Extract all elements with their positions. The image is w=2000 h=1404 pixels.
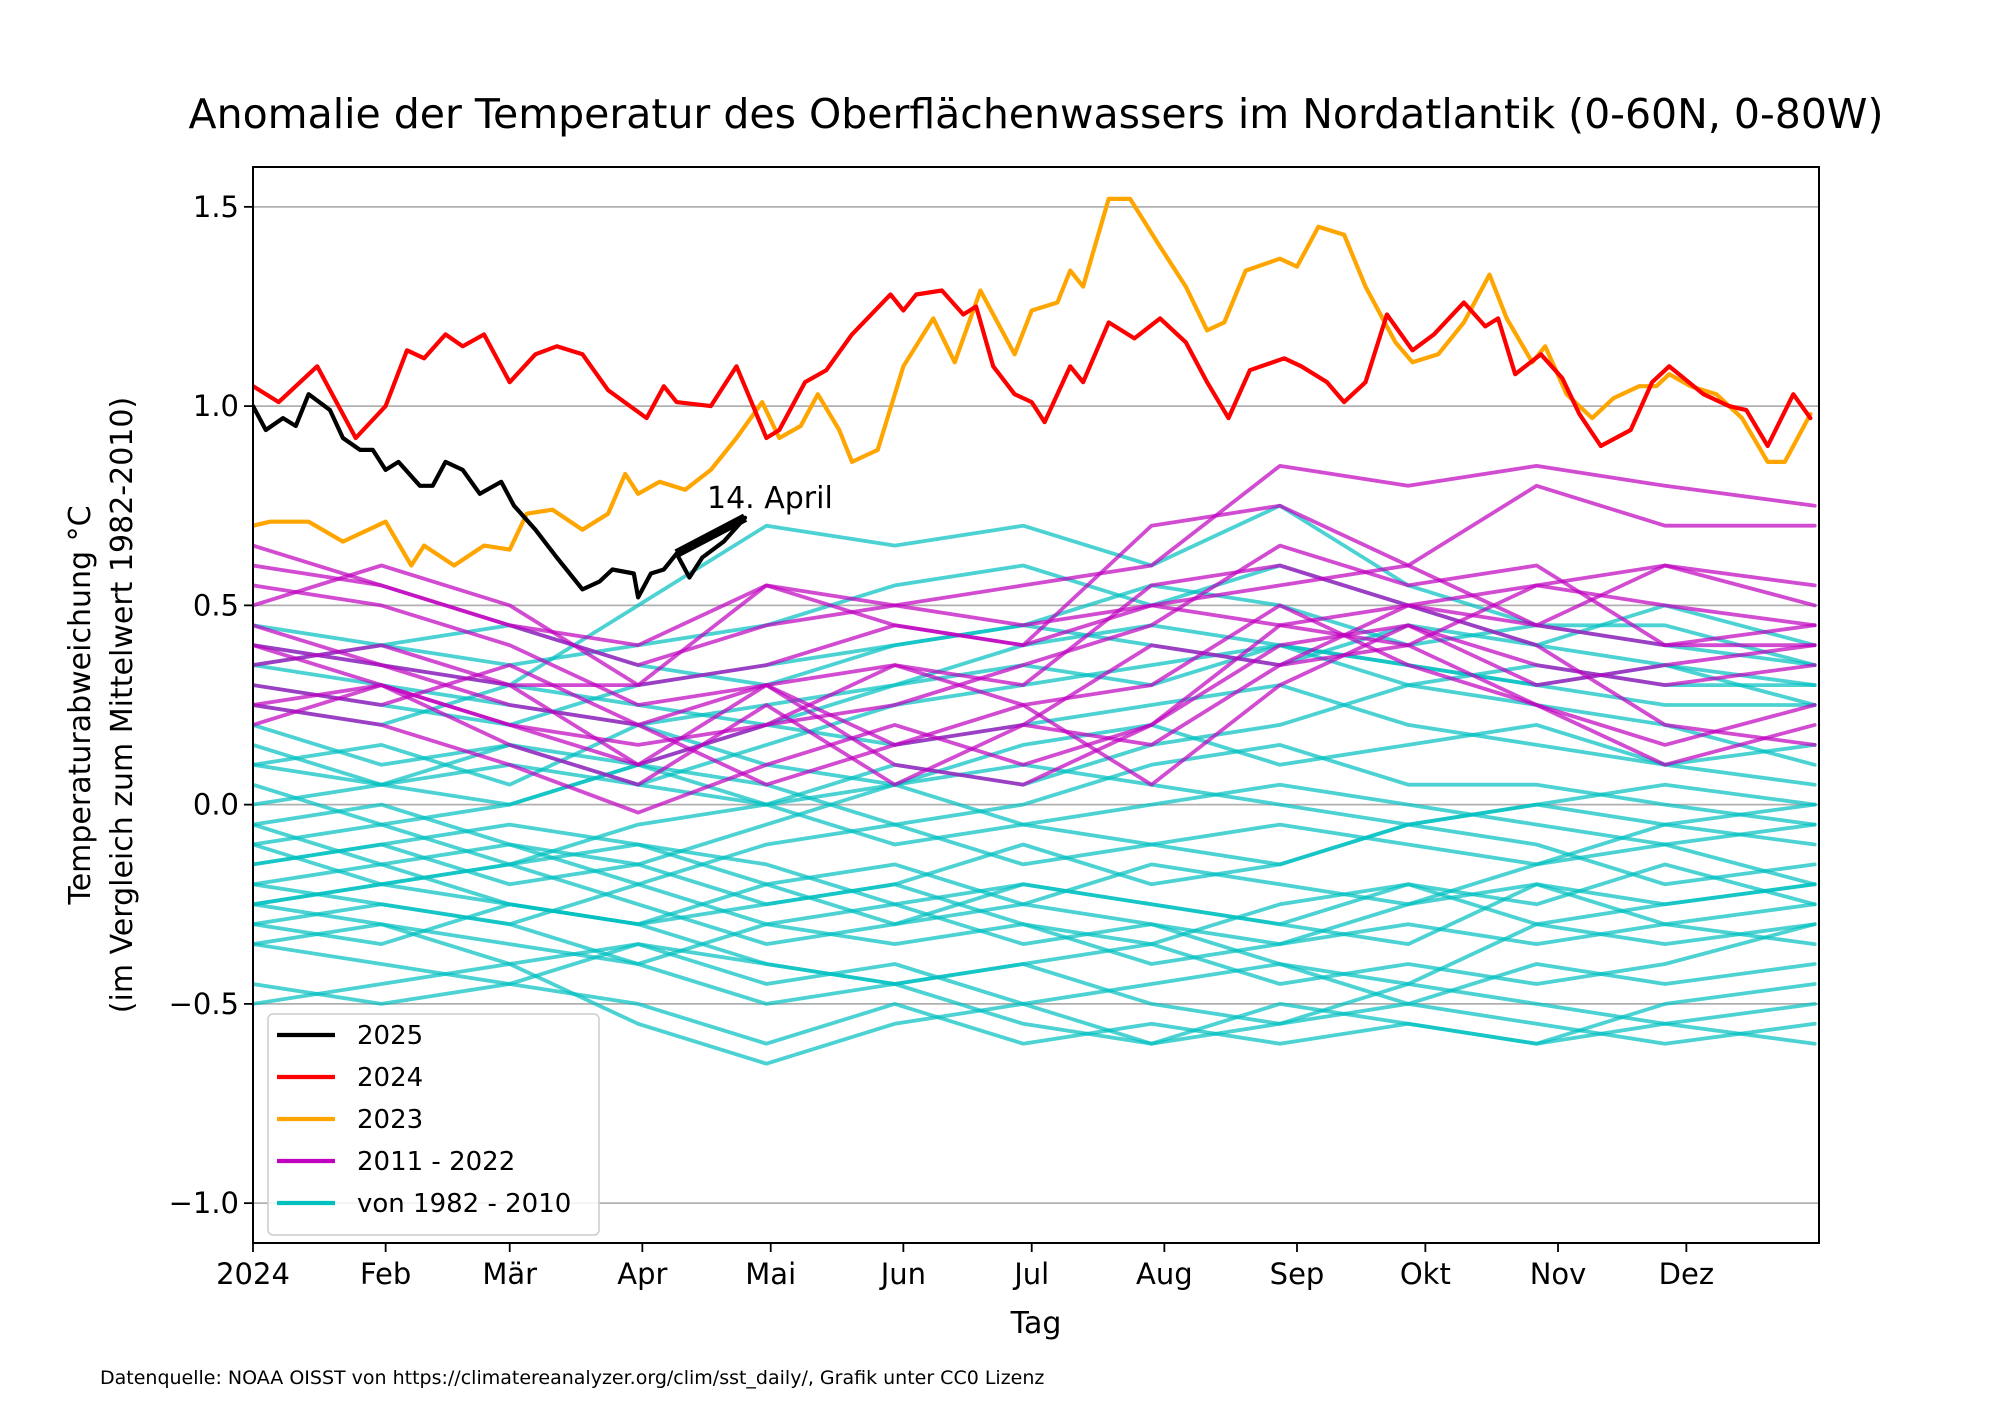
x-tick-label: Okt (1400, 1257, 1451, 1291)
series-line-1982-2010 (253, 723, 1817, 787)
annotation-14-april: 14. April (707, 481, 833, 516)
y-axis-label-line2: (im Vergleich zum Mittelwert 1982-2010) (105, 397, 140, 1013)
y-tick-label: −1.0 (169, 1186, 239, 1220)
series-line-2025 (253, 392, 748, 600)
x-tick-label: Sep (1270, 1257, 1325, 1291)
series-line-2011-2022 (253, 543, 1817, 648)
y-tick-label: 0.0 (193, 788, 239, 822)
y-axis-ticks: −1.0 −0.5 0.0 0.5 1.0 1.5 (169, 190, 253, 1220)
series-line-2024 (253, 288, 1813, 449)
x-axis-ticks: 2024 Feb Mär Apr Mai Jun Jul Aug Sep Okt Nov Dez (216, 1243, 1714, 1291)
x-tick-label: Dez (1659, 1257, 1714, 1291)
series-line-2011-2022 (253, 623, 1817, 815)
y-axis-label-line1: Temperaturabweichung °C (63, 505, 98, 905)
legend-label: von 1982 - 2010 (357, 1189, 571, 1219)
legend-label: 2025 (357, 1021, 423, 1051)
legend-label: 2023 (357, 1105, 423, 1135)
x-tick-label: Mai (745, 1257, 796, 1291)
series-line-1982-2010 (253, 862, 1817, 946)
x-tick-label: Feb (360, 1257, 411, 1291)
x-tick-label: Aug (1136, 1257, 1193, 1291)
legend-label: 2024 (357, 1063, 423, 1093)
x-tick-label: 2024 (216, 1257, 290, 1291)
series-line-2023 (253, 196, 1813, 568)
legend-box (267, 1013, 600, 1236)
y-tick-label: 1.5 (193, 190, 239, 224)
y-tick-label: −0.5 (169, 987, 239, 1021)
legend-label: 2011 - 2022 (357, 1147, 515, 1177)
footer-source: Datenquelle: NOAA OISST von https://clim… (100, 1367, 1044, 1389)
series-line-2011-2022 (253, 603, 1817, 767)
series-2025-end-marker (674, 513, 748, 558)
plot-frame (252, 166, 1820, 1244)
series-line-2011-2022 (253, 563, 1817, 787)
x-tick-label: Apr (617, 1257, 667, 1291)
series-line-1982-2010 (253, 942, 1817, 1046)
series-line-1982-2010 (253, 882, 1817, 1026)
y-tick-label: 0.5 (193, 588, 239, 622)
x-tick-label: Mär (482, 1257, 537, 1291)
series-line-1982-2010 (253, 743, 1817, 827)
series-line-1982-2010 (253, 822, 1817, 927)
series-line-1982-2010 (253, 962, 1817, 1066)
chart-title: Anomalie der Temperatur des Oberflächenw… (189, 90, 1884, 138)
series-line-1982-2010 (253, 822, 1817, 907)
legend: 2025 2024 2023 2011 - 2022 von 1982 - 2010 (267, 1013, 600, 1236)
x-tick-label: Nov (1530, 1257, 1587, 1291)
x-axis-label: Tag (1010, 1306, 1062, 1341)
y-tick-label: 1.0 (193, 389, 239, 423)
series-lines (253, 196, 1817, 1066)
x-tick-label: Jul (1012, 1257, 1049, 1291)
x-tick-label: Jun (879, 1257, 926, 1291)
